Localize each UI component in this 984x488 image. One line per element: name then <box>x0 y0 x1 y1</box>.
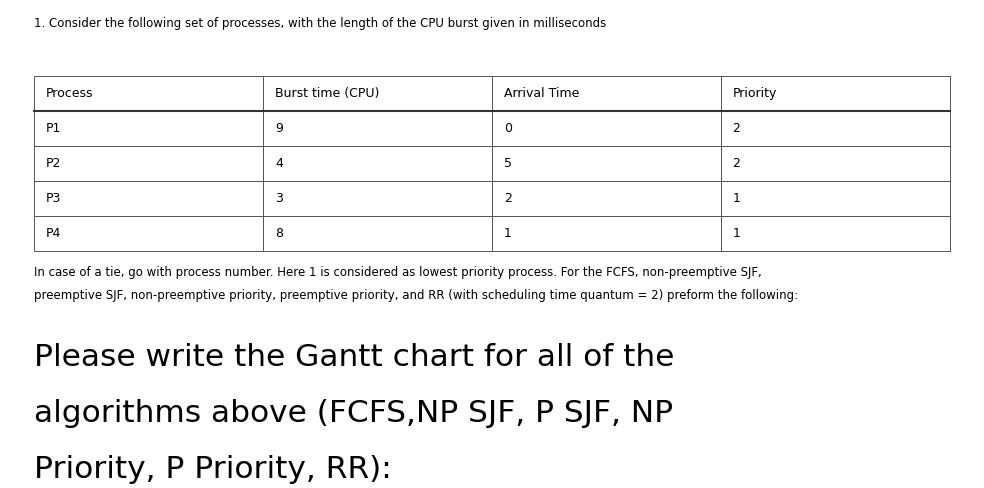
Bar <box>492 216 720 251</box>
Text: 1: 1 <box>504 227 512 240</box>
Text: 1: 1 <box>733 192 741 205</box>
Text: 1. Consider the following set of processes, with the length of the CPU burst giv: 1. Consider the following set of process… <box>34 17 607 30</box>
Bar <box>264 111 492 146</box>
Text: P4: P4 <box>46 227 62 240</box>
Bar <box>492 146 720 181</box>
Text: 2: 2 <box>733 157 741 170</box>
Bar <box>264 181 492 216</box>
Text: Priority: Priority <box>733 87 777 100</box>
Text: 1: 1 <box>733 227 741 240</box>
Text: preemptive SJF, non-preemptive priority, preemptive priority, and RR (with sched: preemptive SJF, non-preemptive priority,… <box>34 289 799 303</box>
Bar <box>721 181 950 216</box>
Bar <box>34 111 264 146</box>
Bar <box>34 181 264 216</box>
Text: Burst time (CPU): Burst time (CPU) <box>275 87 380 100</box>
Text: 2: 2 <box>504 192 512 205</box>
Text: 4: 4 <box>275 157 283 170</box>
Bar <box>34 216 264 251</box>
Text: In case of a tie, go with process number. Here 1 is considered as lowest priorit: In case of a tie, go with process number… <box>34 266 763 279</box>
Bar <box>721 216 950 251</box>
Text: P2: P2 <box>46 157 62 170</box>
Text: 3: 3 <box>275 192 283 205</box>
Bar <box>492 181 720 216</box>
Bar <box>264 216 492 251</box>
Text: Please write the Gantt chart for all of the: Please write the Gantt chart for all of … <box>34 343 675 372</box>
Text: 5: 5 <box>504 157 512 170</box>
Text: P1: P1 <box>46 122 62 135</box>
Bar <box>721 111 950 146</box>
Text: 8: 8 <box>275 227 283 240</box>
Bar <box>492 76 720 111</box>
Bar <box>264 76 492 111</box>
Bar <box>721 76 950 111</box>
Text: P3: P3 <box>46 192 62 205</box>
Text: 0: 0 <box>504 122 512 135</box>
Bar <box>264 146 492 181</box>
Text: Priority, P Priority, RR):: Priority, P Priority, RR): <box>34 455 393 484</box>
Text: Arrival Time: Arrival Time <box>504 87 580 100</box>
Bar <box>721 146 950 181</box>
Bar <box>34 76 264 111</box>
Text: Process: Process <box>46 87 93 100</box>
Bar <box>492 111 720 146</box>
Text: 2: 2 <box>733 122 741 135</box>
Bar <box>34 146 264 181</box>
Text: algorithms above (FCFS,NP SJF, P SJF, NP: algorithms above (FCFS,NP SJF, P SJF, NP <box>34 399 674 428</box>
Text: 9: 9 <box>275 122 283 135</box>
